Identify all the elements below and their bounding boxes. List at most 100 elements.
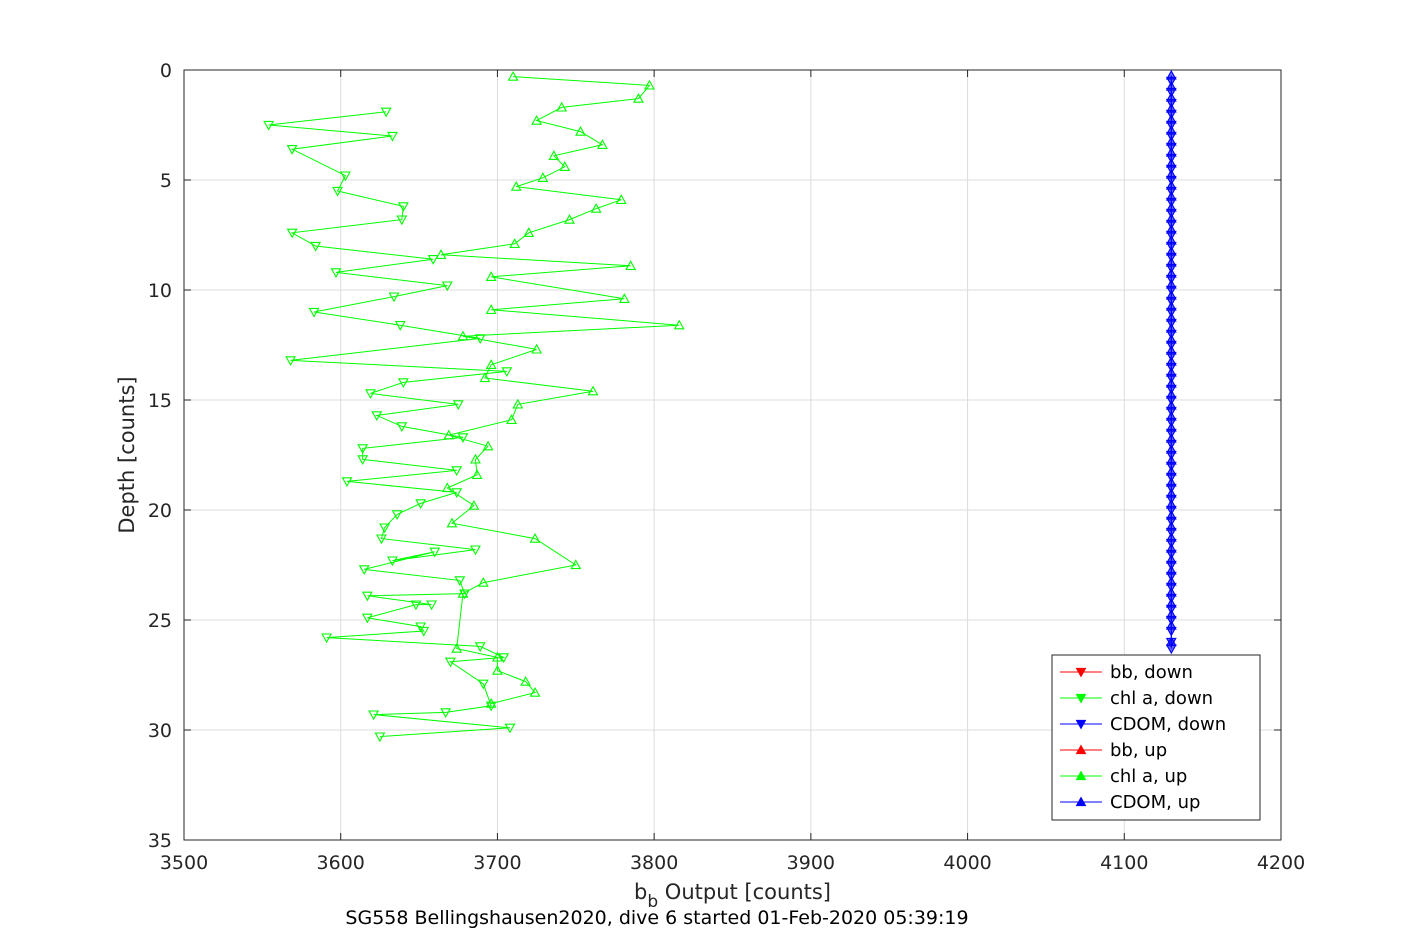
data-point-marker (504, 723, 516, 734)
data-point-marker (1165, 443, 1177, 454)
data-point-marker (491, 664, 503, 675)
y-tick-label: 0 (160, 60, 172, 82)
data-point-marker (388, 292, 400, 303)
data-point-marker (1165, 564, 1177, 575)
data-point-marker (1165, 157, 1177, 168)
data-point-marker (1165, 454, 1177, 465)
x-tick-label: 3500 (160, 852, 208, 874)
data-point-marker (361, 591, 373, 602)
data-point-marker (491, 651, 503, 662)
y-tick-label: 25 (148, 610, 172, 632)
axis-ticks: 3500 3600 3700 3800 3900 4000 4100 4200 0 5 10 15 20… (148, 60, 1305, 874)
data-point-marker (285, 356, 297, 367)
data-point-marker (308, 307, 320, 318)
data-point-marker (441, 281, 453, 292)
data-point-marker (1165, 542, 1177, 553)
data-point-marker (1165, 322, 1177, 333)
data-point-marker (520, 675, 532, 686)
data-point-marker (410, 600, 422, 611)
data-point-marker (1165, 608, 1177, 619)
data-point-marker (332, 186, 344, 197)
data-point-marker (590, 202, 602, 213)
data-point-marker (1165, 531, 1177, 542)
data-point-marker (429, 547, 441, 558)
data-point-marker (537, 172, 549, 182)
data-point-marker (485, 701, 497, 712)
data-point-marker (459, 589, 470, 600)
data-point-marker (1165, 399, 1177, 410)
data-point-marker (485, 697, 497, 708)
data-point-marker (443, 429, 455, 440)
legend-label: chl a, up (1110, 766, 1187, 787)
data-point-marker (1165, 201, 1177, 212)
data-point-marker (1165, 498, 1177, 509)
data-point-marker (501, 367, 513, 378)
data-point-marker (1165, 553, 1177, 564)
figure-caption: SG558 Bellingshausen2020, dive 6 started… (345, 907, 968, 929)
data-point-marker (1165, 223, 1177, 234)
data-point-marker (1165, 267, 1177, 278)
data-point-marker (440, 708, 452, 719)
data-point-marker (1165, 311, 1177, 322)
x-tick-label: 4000 (943, 852, 991, 874)
data-point-marker (485, 359, 497, 369)
data-point-marker (618, 293, 630, 303)
data-point-marker (1165, 179, 1177, 190)
data-point-marker (427, 255, 439, 265)
data-point-marker (1165, 377, 1177, 388)
x-tick-label: 4200 (1257, 852, 1305, 874)
data-point-marker (1165, 388, 1177, 399)
data-point-marker (1165, 476, 1177, 487)
data-point-marker (418, 626, 430, 637)
data-point-marker (1165, 69, 1177, 80)
data-point-marker (380, 107, 392, 118)
data-point-marker (529, 686, 541, 697)
data-point-marker (394, 321, 406, 331)
data-point-marker (330, 268, 342, 279)
data-point-marker (507, 70, 519, 81)
data-point-marker (485, 271, 497, 281)
y-tick-label: 20 (148, 500, 172, 522)
data-point-marker (1165, 135, 1177, 146)
series-chl-a-up (435, 70, 685, 708)
data-point-marker (477, 679, 489, 690)
data-point-marker (441, 482, 453, 493)
data-point-marker (386, 556, 398, 567)
data-point-marker (1165, 256, 1177, 267)
data-point-marker (1165, 465, 1177, 476)
data-point-marker (498, 653, 510, 664)
legend-marker-sample (1075, 719, 1087, 730)
data-point-marker (1165, 636, 1177, 647)
legend-label: CDOM, up (1110, 792, 1200, 813)
data-point-marker (1165, 509, 1177, 520)
data-point-marker (457, 330, 469, 341)
legend-label: bb, down (1110, 662, 1193, 683)
data-point-marker (446, 517, 458, 528)
data-point-marker (1165, 644, 1177, 655)
data-point-marker (451, 642, 463, 653)
data-point-marker (1165, 102, 1177, 113)
legend-item: chl a, down (1060, 688, 1213, 709)
data-point-marker (415, 499, 427, 510)
data-point-marker (570, 559, 582, 570)
legend-item: chl a, up (1060, 766, 1187, 787)
data-point-marker (470, 453, 481, 464)
data-point-marker (357, 455, 369, 466)
data-point-marker (386, 131, 398, 142)
data-point-marker (361, 613, 373, 624)
data-point-marker (1165, 245, 1177, 256)
legend-item: CDOM, up (1060, 792, 1200, 813)
data-point-marker (1165, 91, 1177, 102)
data-point-marker (556, 101, 568, 112)
data-point-marker (1165, 586, 1177, 597)
data-point-marker (1165, 124, 1177, 135)
series-layer (263, 69, 1177, 743)
series-line (440, 76, 680, 705)
y-tick-label: 15 (148, 390, 172, 412)
data-point-marker (477, 576, 489, 587)
data-point-marker (286, 145, 298, 155)
data-point-marker (523, 227, 535, 237)
legend-label: CDOM, down (1110, 714, 1226, 735)
data-point-marker (426, 600, 438, 611)
